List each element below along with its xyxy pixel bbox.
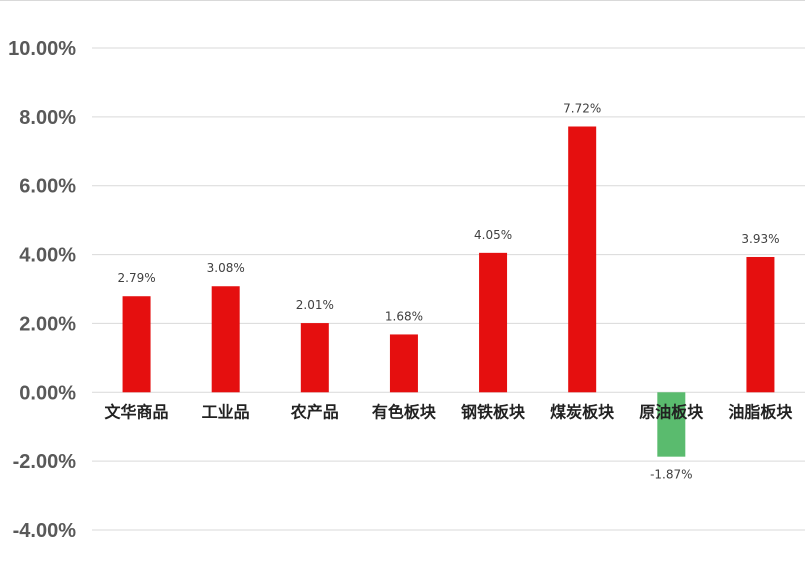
data-label: 3.93% — [741, 232, 779, 246]
data-label: 2.79% — [118, 271, 156, 285]
bar — [389, 334, 418, 393]
data-label: 2.01% — [296, 298, 334, 312]
y-tick-label: 0.00% — [19, 382, 76, 404]
y-tick-label: -4.00% — [13, 520, 77, 542]
data-label: 1.68% — [385, 309, 423, 323]
x-tick-label: 农产品 — [290, 402, 339, 421]
x-tick-label: 工业品 — [202, 402, 250, 421]
data-label: 7.72% — [563, 101, 601, 115]
y-tick-label: -2.00% — [13, 451, 77, 473]
data-label: 4.05% — [474, 228, 512, 242]
bar — [657, 392, 686, 457]
x-tick-label: 煤炭板块 — [550, 402, 615, 421]
x-tick-label: 原油板块 — [639, 402, 704, 421]
bar — [568, 126, 597, 393]
x-tick-label: 文华商品 — [105, 402, 169, 421]
y-tick-label: 6.00% — [19, 176, 76, 198]
data-label: -1.87% — [650, 468, 692, 482]
bar — [211, 286, 240, 393]
y-tick-label: 4.00% — [19, 245, 76, 267]
bar — [479, 252, 508, 393]
data-label: 3.08% — [207, 261, 245, 275]
y-tick-label: 8.00% — [19, 107, 76, 129]
y-tick-label: 10.00% — [8, 38, 76, 60]
x-tick-label: 钢铁板块 — [461, 402, 526, 421]
bar — [122, 296, 151, 393]
bar — [746, 256, 775, 393]
x-tick-label: 油脂板块 — [728, 402, 793, 421]
x-tick-label: 有色板块 — [372, 402, 437, 421]
y-tick-label: 2.00% — [19, 313, 76, 335]
bar — [300, 323, 329, 393]
